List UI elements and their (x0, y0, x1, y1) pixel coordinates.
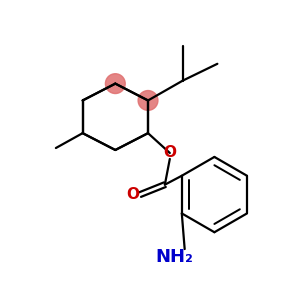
Circle shape (105, 74, 125, 94)
Text: NH₂: NH₂ (156, 248, 194, 266)
Text: O: O (127, 187, 140, 202)
Circle shape (138, 91, 158, 110)
Text: O: O (163, 146, 176, 160)
